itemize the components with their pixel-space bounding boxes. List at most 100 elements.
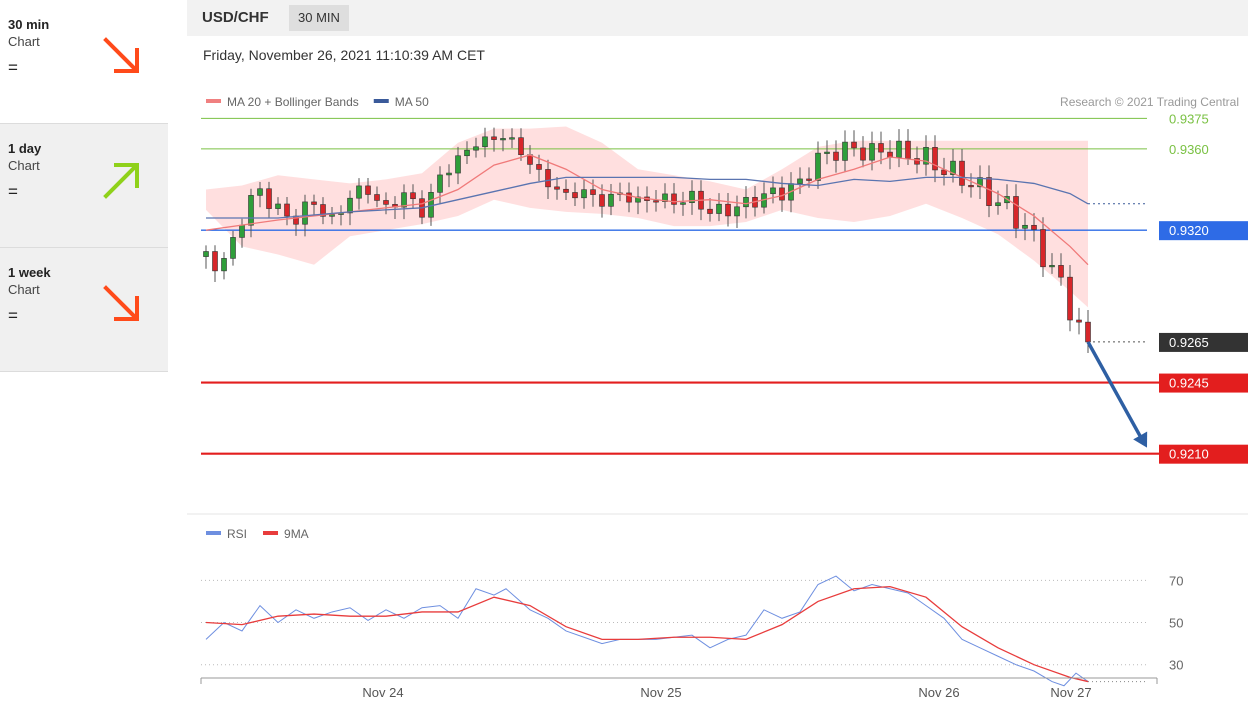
candle-bearish xyxy=(1040,229,1046,268)
candle-bullish xyxy=(995,202,1001,206)
currency-pair: USD/CHF xyxy=(202,9,269,26)
candle-bullish xyxy=(635,196,641,203)
legend-label: MA 50 xyxy=(395,95,429,109)
candle-bearish xyxy=(1067,276,1073,321)
candle-bullish xyxy=(1049,265,1055,268)
level-pivot-label: 0.9320 xyxy=(1169,223,1209,238)
candle-bullish xyxy=(230,237,236,259)
forecast-arrowhead xyxy=(1133,431,1148,448)
rsi-tick-label: 50 xyxy=(1169,616,1183,631)
rsi-legend-label: 9MA xyxy=(284,527,309,541)
candle-bearish xyxy=(806,178,812,181)
ma20-line xyxy=(205,154,1089,266)
candle-bearish xyxy=(653,200,659,203)
legend-swatch xyxy=(373,99,389,103)
candle-bullish xyxy=(797,178,803,184)
candle-bearish xyxy=(914,158,920,165)
candle-bearish xyxy=(905,140,911,159)
candle-bullish xyxy=(680,202,686,205)
candle-bullish xyxy=(581,189,587,199)
candle-bearish xyxy=(941,169,947,175)
candle-bullish xyxy=(977,177,983,188)
candle-bullish xyxy=(239,224,245,238)
candle-bullish xyxy=(824,151,830,154)
candle-bullish xyxy=(248,195,254,226)
x-tick-label: Nov 26 xyxy=(918,685,959,700)
candle-bearish xyxy=(968,185,974,188)
candle-bearish xyxy=(1085,321,1091,343)
bollinger-band xyxy=(206,126,1088,308)
timeframe-title: 30 min xyxy=(8,17,50,32)
candle-bearish xyxy=(1058,265,1064,278)
candle-bearish xyxy=(212,251,218,272)
candle-bullish xyxy=(482,136,488,148)
candle-bullish xyxy=(464,149,470,157)
rsi-line xyxy=(205,575,1089,687)
candle-bearish xyxy=(833,151,839,161)
candle-bearish xyxy=(572,192,578,199)
x-tick-label: Nov 27 xyxy=(1050,685,1091,700)
timeframe-status: = xyxy=(8,182,18,201)
candle-bullish xyxy=(329,214,335,217)
candle-bullish xyxy=(509,137,515,140)
candle-bullish xyxy=(356,185,362,199)
candlesticks xyxy=(203,127,1091,354)
timeframe-subtitle: Chart xyxy=(8,282,40,297)
candle-bullish xyxy=(842,141,848,161)
candle-bearish xyxy=(860,147,866,161)
x-tick-label: Nov 25 xyxy=(640,685,681,700)
timeframe-title: 1 day xyxy=(8,141,42,156)
candle-bearish xyxy=(626,192,632,203)
chart-datetime: Friday, November 26, 2021 11:10:39 AM CE… xyxy=(203,47,485,63)
candle-bearish xyxy=(599,194,605,207)
candle-bullish xyxy=(401,192,407,208)
candle-bullish xyxy=(455,155,461,174)
level-support-badge xyxy=(1159,373,1248,393)
price-chart[interactable]: MA 20 + Bollinger Bands MA 50 Research © 2… xyxy=(187,0,1248,712)
candle-bullish xyxy=(734,206,740,217)
ma50-line xyxy=(206,176,1089,219)
chart-panel: USD/CHF 30 MIN Friday, November 26, 2021… xyxy=(187,0,1248,712)
level-last-label: 0.9265 xyxy=(1169,335,1209,350)
candle-bearish xyxy=(284,203,290,217)
rsi-legend-swatch xyxy=(263,531,279,535)
candle-bullish xyxy=(950,160,956,175)
candle-bullish xyxy=(770,187,776,195)
candle-bullish xyxy=(1022,224,1028,229)
timeframe-status: = xyxy=(8,58,18,77)
candle-bearish xyxy=(536,164,542,170)
candle-bullish xyxy=(473,146,479,151)
timeframe-card-1week[interactable]: 1 week Chart = xyxy=(0,248,168,372)
signal-sidebar: 30 min Chart = 1 day Chart = 1 week Char… xyxy=(0,0,168,372)
arrow-up-right-icon xyxy=(103,163,139,199)
candle-bearish xyxy=(554,186,560,190)
candle-bearish xyxy=(365,185,371,195)
level-target-label: 0.9360 xyxy=(1169,142,1209,157)
timeframe-subtitle: Chart xyxy=(8,34,40,49)
level-support-label: 0.9210 xyxy=(1169,447,1209,462)
candle-bearish xyxy=(986,177,992,206)
candle-bullish xyxy=(302,201,308,225)
timeframe-status: = xyxy=(8,306,18,325)
timeframe-card-30min[interactable]: 30 min Chart = xyxy=(0,0,168,124)
x-tick-label: Nov 24 xyxy=(362,685,403,700)
level-support-badge xyxy=(1159,444,1248,464)
candle-bullish xyxy=(500,138,506,141)
candle-bearish xyxy=(707,208,713,214)
chart-header: USD/CHF 30 MIN xyxy=(187,0,1248,36)
candle-bearish xyxy=(563,188,569,193)
candle-bearish xyxy=(932,147,938,171)
candle-bullish xyxy=(257,188,263,196)
candle-bearish xyxy=(491,136,497,140)
candle-bearish xyxy=(311,201,317,205)
timeframe-card-1day[interactable]: 1 day Chart = xyxy=(0,124,168,248)
candle-bearish xyxy=(383,200,389,205)
candle-bullish xyxy=(608,193,614,207)
candle-bearish xyxy=(725,203,731,217)
legend-label: MA 20 + Bollinger Bands xyxy=(227,95,359,109)
timeframe-badge[interactable]: 30 MIN xyxy=(289,5,349,31)
candle-bullish xyxy=(221,258,227,272)
candle-bearish xyxy=(1076,319,1082,323)
candle-bullish xyxy=(446,172,452,176)
candle-bullish xyxy=(869,143,875,161)
